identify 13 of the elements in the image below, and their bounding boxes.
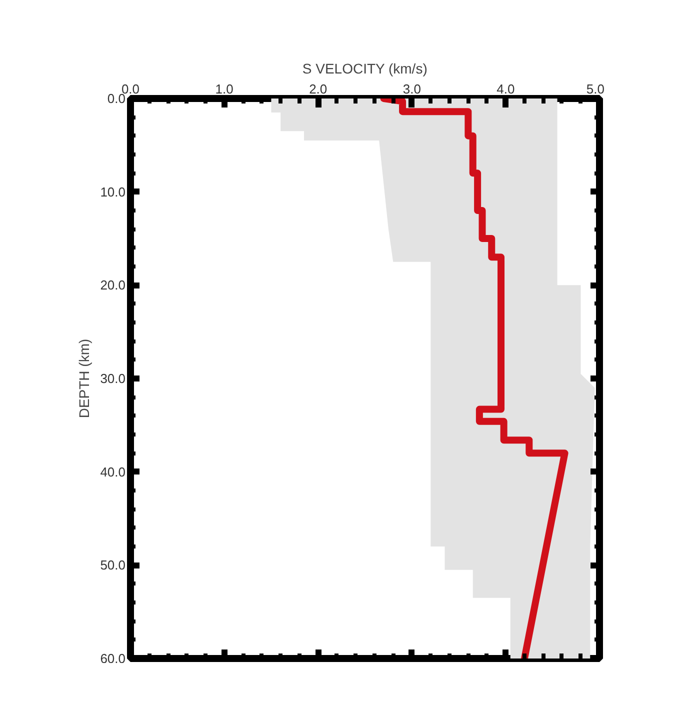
y-tick-label: 30.0: [100, 371, 126, 386]
y-tick-label: 20.0: [100, 278, 126, 293]
y-tick-label: 60.0: [100, 651, 126, 666]
x-tick-label: 4.0: [496, 82, 515, 96]
y-axis-title: DEPTH (km): [76, 338, 92, 418]
x-tick-label: 2.0: [309, 82, 328, 96]
x-axis-title: S VELOCITY (km/s): [302, 60, 428, 76]
x-tick-label: 1.0: [215, 82, 234, 96]
y-tick-label: 40.0: [100, 464, 126, 480]
x-tick-label: 5.0: [586, 82, 605, 96]
x-tick-label: 3.0: [402, 82, 421, 96]
y-tick-label: 10.0: [100, 184, 126, 200]
y-tick-label: 50.0: [100, 558, 126, 573]
